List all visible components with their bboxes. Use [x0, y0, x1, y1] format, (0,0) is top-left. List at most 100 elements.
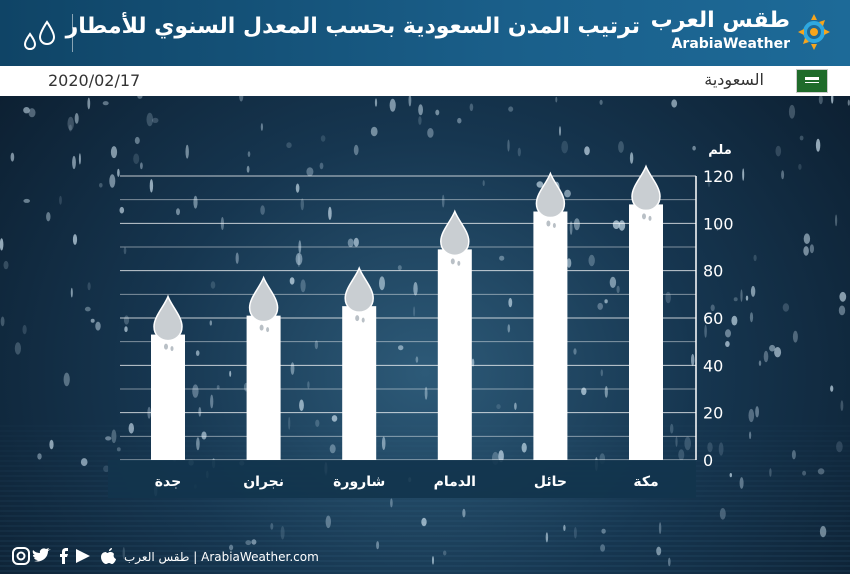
rain-drop-particle: [0, 316, 5, 327]
category-label: نجران: [243, 474, 284, 490]
rain-drop-particle: [427, 128, 434, 138]
rain-drop-particle: [70, 287, 73, 298]
rain-drop-particle: [289, 277, 295, 285]
rain-drop-particle: [239, 96, 244, 102]
rain-drop-particle: [618, 141, 624, 153]
rain-drop-particle: [299, 399, 304, 412]
rain-drop-particle: [692, 145, 696, 151]
water-drop-icon: [344, 266, 374, 323]
rain-drop-particle: [109, 174, 116, 188]
rain-drop-particle: [815, 138, 821, 152]
rain-drop-particle: [415, 356, 419, 363]
rain-drop-particle: [229, 544, 234, 551]
rain-drop-particle: [792, 330, 798, 343]
rain-drop-particle: [23, 198, 31, 203]
rain-drop-particle: [418, 116, 422, 125]
rain-drop-particle: [209, 320, 212, 326]
rain-drop-particle: [59, 195, 62, 205]
rain-drop-particle: [87, 282, 91, 291]
rain-drop-particle: [397, 265, 402, 271]
country-label: السعودية: [704, 70, 764, 89]
rain-drop-particle: [297, 253, 301, 268]
rain-drop-particle: [99, 183, 103, 188]
twitter-icon[interactable]: [32, 548, 51, 562]
category-label: الدمام: [434, 474, 476, 490]
rain-drop-particle: [581, 387, 587, 396]
rain-drop-particle: [457, 117, 462, 124]
rain-drop-particle: [176, 208, 180, 216]
instagram-icon[interactable]: [12, 547, 30, 565]
rain-drop-particle: [68, 124, 72, 132]
y-axis-unit: ملم: [708, 143, 732, 158]
rain-drop-particle: [235, 252, 239, 264]
rain-drop-particle: [128, 423, 134, 434]
rain-drop-particle: [149, 179, 154, 193]
flag-sword-mark: [805, 82, 819, 83]
rain-drop-particle: [443, 550, 447, 556]
rain-drop-particle: [314, 340, 319, 350]
rain-drop-particle: [555, 96, 558, 103]
rain-drop-particle: [499, 255, 505, 261]
rain-drop-particle: [839, 291, 847, 302]
rain-drop-particle: [809, 244, 815, 254]
rain-drop-particle: [185, 144, 189, 159]
rain-drop-particle: [612, 220, 620, 229]
rain-drop-particle: [819, 525, 827, 538]
rain-background: [0, 96, 850, 572]
category-label: مكة: [633, 474, 658, 490]
rain-drop-particle: [830, 385, 834, 392]
y-tick-label: 100: [703, 214, 734, 233]
rain-drop-particle: [498, 450, 504, 463]
rain-drop-particle: [105, 436, 112, 441]
rain-drop-particle: [413, 282, 418, 296]
rain-drop-particle: [604, 299, 608, 304]
rain-drop-particle: [749, 312, 754, 323]
rain-drop-particle: [116, 447, 121, 452]
rain-drop-particle: [84, 306, 91, 312]
rain-drop-particle: [536, 181, 544, 188]
rain-drop-particle: [63, 372, 70, 387]
rain-drop-particle: [731, 315, 738, 326]
rain-drop-particle: [584, 146, 590, 156]
rain-drop-particle: [831, 96, 834, 104]
bar: [629, 204, 663, 460]
rain-drop-particle: [508, 106, 514, 112]
rain-drop-particle: [320, 135, 326, 142]
rain-drop-particle: [658, 522, 662, 535]
rain-drop-particle: [670, 423, 674, 434]
water-drop-icon: [535, 171, 566, 228]
rain-drop-particle: [600, 544, 606, 552]
y-tick-label: 120: [703, 167, 734, 186]
rain-drop-particle: [353, 144, 359, 156]
rain-drop-particle: [123, 247, 127, 255]
rain-drop-particle: [707, 175, 711, 188]
rain-drop-particle: [763, 350, 769, 363]
rain-drop-particle: [665, 291, 671, 304]
rain-drop-particle: [769, 468, 772, 477]
rain-drop-particle: [374, 98, 378, 107]
rain-drop-particle: [137, 96, 143, 99]
apple-icon[interactable]: [101, 548, 116, 564]
flag-inscription-mark: [805, 77, 819, 80]
rain-drop-particle: [319, 162, 324, 170]
rain-drop-particle: [471, 358, 475, 367]
rain-drop-particle: [22, 324, 27, 335]
water-drop-icon: [440, 209, 470, 266]
raindrops-icon: [23, 20, 56, 51]
rain-drop-particle: [140, 162, 143, 170]
rain-drop-particle: [134, 136, 140, 145]
rain-drop-particle: [421, 517, 427, 527]
rain-drop-particle: [72, 234, 78, 245]
rain-drop-particle: [482, 180, 485, 187]
rain-drop-particle: [300, 279, 306, 293]
facebook-icon[interactable]: [60, 548, 68, 564]
rain-drop-particle: [725, 341, 730, 347]
rain-drop-particle: [195, 350, 200, 356]
rain-drop-particle: [716, 223, 719, 231]
google-play-icon[interactable]: [76, 549, 90, 563]
rain-drop-particle: [28, 108, 36, 118]
rain-drop-particle: [745, 295, 749, 301]
rain-drop-particle: [600, 369, 603, 377]
rain-drop-particle: [295, 252, 303, 266]
rain-drop-particle: [376, 541, 380, 550]
